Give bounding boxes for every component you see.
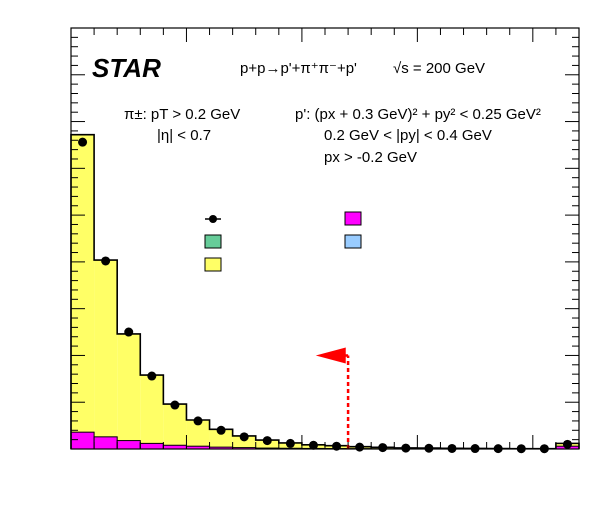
- bar-pipi-5: [186, 419, 210, 449]
- data-point-2: [124, 327, 134, 337]
- legend-swatch-1: [344, 211, 362, 226]
- bar-pipi-4: [163, 404, 187, 449]
- bar-pipi-3: [140, 375, 164, 449]
- data-point-7: [239, 432, 249, 442]
- legend-swatch-4: [204, 257, 222, 272]
- pion-cut-2: |η| < 0.7: [157, 127, 211, 144]
- proton-cut-2: 0.2 GeV < |py| < 0.4 GeV: [324, 127, 492, 144]
- star-logo: STAR: [92, 53, 161, 83]
- axes: [70, 27, 580, 450]
- legend-data-marker: [209, 215, 217, 223]
- data-point-1: [101, 256, 111, 266]
- bar-pipi-6: [209, 429, 233, 449]
- data-point-15: [424, 443, 434, 453]
- bar-pipi-1: [94, 260, 118, 449]
- annotations: STAR p+p→p'+π⁺π⁻+p' √s = 200 GeV π±: pT …: [92, 53, 541, 166]
- bar-pipi-2: [117, 333, 141, 449]
- bar-bkgd-3: [139, 442, 164, 450]
- proton-cut-1: p': (px + 0.3 GeV)² + py² < 0.25 GeV²: [295, 106, 541, 123]
- proton-cut-3: px > -0.2 GeV: [324, 149, 417, 166]
- data-point-4: [170, 400, 180, 410]
- plot-area: [70, 133, 580, 454]
- legend-swatch-2: [204, 234, 222, 249]
- bar-pipi-0: [71, 134, 95, 450]
- data-point-10: [308, 440, 318, 450]
- legend: [204, 211, 362, 272]
- data-point-5: [193, 416, 203, 426]
- pion-cut-1: π±: pT > 0.2 GeV: [124, 106, 240, 123]
- data-point-21: [562, 439, 572, 449]
- legend-swatch-3: [344, 234, 362, 249]
- cut-arrow-head: [315, 347, 346, 364]
- data-point-3: [147, 371, 157, 381]
- bar-bkgd-1: [93, 436, 118, 450]
- data-point-13: [378, 443, 388, 453]
- data-point-12: [355, 442, 365, 452]
- sqrt-s-label: √s = 200 GeV: [393, 60, 485, 77]
- bar-pipi-7: [232, 435, 256, 449]
- process-label: p+p→p'+π⁺π⁻+p': [240, 60, 357, 77]
- data-point-9: [285, 438, 295, 448]
- data-point-14: [401, 443, 411, 453]
- data-point-6: [216, 425, 226, 435]
- data-point-0: [78, 137, 88, 147]
- data-point-8: [262, 436, 272, 446]
- bar-bkgd-2: [116, 440, 141, 450]
- bar-bkgd-0: [70, 431, 95, 450]
